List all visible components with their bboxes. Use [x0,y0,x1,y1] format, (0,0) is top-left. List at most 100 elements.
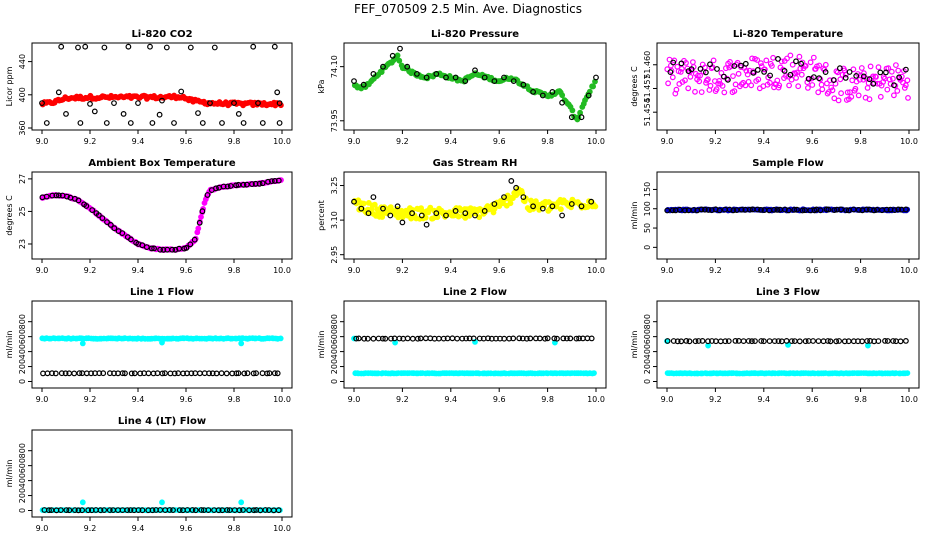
y-axis-label: kPa [317,79,326,93]
data-point [898,73,905,80]
data-point [774,77,781,84]
data-point [796,53,803,60]
data-point [669,74,676,81]
data-point [262,507,269,513]
panel-9: Line 4 (LT) Flow 9.0 9.2 9.4 9.6 9.8 10.0 0 2004… [5,416,293,533]
data-point [778,58,785,65]
panel-1: Li-820 Pressure 9.0 9.2 9.4 9.6 9.8 10.0 73.95 7… [317,29,607,146]
data-point [707,61,713,68]
data-point [89,207,96,214]
y-tick-label: 440 [18,54,27,69]
data-point [191,236,198,243]
data-point [678,60,685,67]
panel-title: Gas Stream RH [433,158,518,169]
y-tick-label: 400 [18,87,27,102]
data-point [196,370,203,377]
data-point [819,86,826,93]
x-tick-label: 10.0 [587,137,605,146]
data-point [842,71,849,78]
data-point [97,507,104,514]
data-point [816,75,822,82]
data-point [176,245,183,252]
data-point [516,335,523,342]
x-tick-label: 9.6 [180,266,193,275]
data-point [677,68,684,75]
data-point [716,207,723,214]
data-point [71,370,78,377]
data-point [721,73,727,80]
data-point [351,78,357,84]
data-point [799,207,806,214]
data-point [491,201,498,207]
x-tick-label: 9.4 [757,137,770,146]
data-point [665,80,671,87]
data-point [275,177,282,184]
data-point [119,370,126,377]
data-point [674,63,681,70]
y-tick-label: 74.10 [330,55,339,78]
data-point [703,77,710,84]
data-point [875,338,882,345]
data-point [276,120,283,126]
data-point [162,370,168,377]
data-point [166,507,173,513]
data-point [157,246,164,253]
data-point [815,89,822,96]
data-point [750,69,757,76]
series-temp-magenta [664,52,911,104]
data-point [539,92,546,99]
data-point [43,193,50,200]
data-point [156,111,163,118]
data-point [268,178,275,185]
data-point [833,338,840,345]
data-point [902,82,909,89]
data-point [825,206,832,213]
data-point [171,120,177,126]
x-tick-label: 9.8 [854,266,867,275]
data-point [75,197,82,204]
data-point [371,201,378,208]
data-point [742,60,749,67]
data-point [865,342,871,349]
x-tick-label: 9.0 [348,395,361,404]
y-axis-label: ml/min [5,460,14,488]
data-point [62,370,69,377]
data-point [683,338,690,344]
data-point [573,335,580,342]
data-point [860,73,867,80]
panel-title: Line 3 Flow [756,287,820,298]
data-point [559,92,566,99]
data-point [568,114,575,121]
y-tick-label: 200 [330,359,339,374]
data-point [838,90,844,97]
data-point [264,370,271,377]
data-point [731,88,738,94]
data-point [250,43,257,50]
data-point [276,100,283,106]
data-point [793,58,799,65]
data-point [496,203,503,210]
data-point [433,210,440,217]
data-point [585,92,592,99]
data-point [224,507,231,513]
data-point [775,338,782,345]
data-point [866,76,873,83]
data-point [844,89,851,96]
data-point [404,335,411,342]
x-tick-label: 9.0 [36,395,49,404]
panel-6: Line 1 Flow 9.0 9.2 9.4 9.6 9.8 10.0 0 200400600… [5,287,293,404]
data-point [111,100,117,106]
data-point [159,97,165,104]
x-tick-label: 9.8 [228,524,241,533]
y-axis-label: ml/min [5,331,14,359]
data-point [58,370,65,377]
data-point [388,335,394,342]
data-point [417,335,424,342]
data-point [560,335,567,342]
y-tick-label: 51.457 [643,74,652,102]
x-tick-label: 9.2 [84,395,97,404]
series-temp-black [667,56,909,89]
plot-frame [656,300,920,389]
x-tick-label: 9.8 [854,395,867,404]
y-tick-label: 800 [330,314,339,329]
